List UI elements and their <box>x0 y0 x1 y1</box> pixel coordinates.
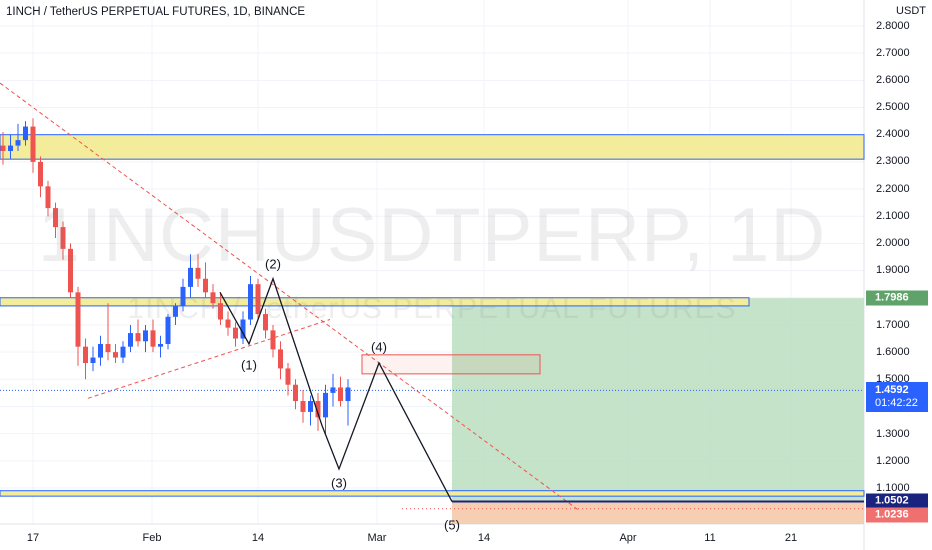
candle-body <box>8 145 13 152</box>
candle-body <box>278 349 283 369</box>
time-tick: 14 <box>477 532 491 544</box>
candle-body <box>128 333 133 347</box>
loss-zone <box>452 501 864 524</box>
profit-zone <box>452 298 864 502</box>
support-resistance-zone <box>0 297 750 307</box>
time-tick: Apr <box>619 532 637 544</box>
candle-body <box>83 346 88 363</box>
candle-body <box>98 343 103 358</box>
price-tick: 2.0000 <box>876 237 910 249</box>
support-resistance-zone <box>0 134 865 160</box>
price-tick: 2.3000 <box>876 155 910 167</box>
price-tick: 1.1000 <box>876 482 910 494</box>
wave-label-4: (4) <box>371 339 387 355</box>
candle-body <box>248 284 253 320</box>
price-tick: 2.1000 <box>876 210 910 222</box>
current-price-value: 1.4592 <box>875 384 909 396</box>
currency-label: USDT <box>896 5 926 17</box>
price-tick: 2.6000 <box>876 74 910 86</box>
price-tick: 1.7000 <box>876 319 910 331</box>
watermark-symbol: 1INCHUSDTPERP, 1D <box>37 193 827 278</box>
candle-body <box>293 384 298 402</box>
price-tick: 2.5000 <box>876 101 910 113</box>
price-tick: 1.6000 <box>876 346 910 358</box>
candle-body <box>225 319 231 328</box>
candle-body <box>173 305 178 317</box>
candle-body <box>120 346 126 358</box>
candle-body <box>180 286 186 306</box>
price-tick: 1.3000 <box>876 428 910 440</box>
candle-body <box>218 303 223 320</box>
price-tick: 2.7000 <box>876 47 910 59</box>
wave-label-1: (1) <box>241 357 257 373</box>
price-tick: 2.2000 <box>876 183 910 195</box>
candle-body <box>30 126 36 162</box>
candle-body <box>300 401 306 412</box>
stop-price-tag: 1.0502 <box>866 493 928 509</box>
candle-body <box>263 314 268 331</box>
elliott-wave-path <box>219 276 453 502</box>
candle-body <box>330 387 336 393</box>
candle-body <box>233 327 238 339</box>
candle-body <box>150 330 156 347</box>
entry-price-tag: 1.0236 <box>866 507 928 523</box>
price-tick: 2.4000 <box>876 128 910 140</box>
candle-body <box>0 145 6 152</box>
symbol-title[interactable]: 1INCH / TetherUS PERPETUAL FUTURES, 1D, … <box>6 6 306 18</box>
wave-label-2: (2) <box>265 256 281 272</box>
candle-body <box>345 387 351 402</box>
time-tick: 11 <box>704 532 716 544</box>
time-tick: 21 <box>784 532 798 544</box>
candle-body <box>68 248 73 293</box>
candle-body <box>53 208 58 228</box>
candle-body <box>45 186 51 209</box>
bar-countdown: 01:42:22 <box>875 397 918 409</box>
candle-body <box>255 284 261 315</box>
candle-body <box>38 161 43 187</box>
candle-body <box>240 319 246 339</box>
price-tick: 1.9000 <box>876 264 910 276</box>
candle-body <box>23 126 28 141</box>
candle-body <box>285 368 291 385</box>
time-tick: Mar <box>367 532 387 544</box>
candle-body <box>60 227 66 249</box>
candle-body <box>105 343 111 353</box>
watermark-description: 1INCH / TetherUS PERPETUAL FUTURES <box>127 292 737 325</box>
price-tick: 2.8000 <box>876 20 910 32</box>
candle-body <box>315 401 321 418</box>
candle-body <box>195 267 201 279</box>
candle-body <box>143 330 148 342</box>
candle-body <box>113 352 118 358</box>
time-tick: Feb <box>142 532 162 544</box>
candle-body <box>75 292 81 347</box>
wave-label-5: (5) <box>444 517 460 533</box>
candle-body <box>135 333 141 342</box>
time-tick: 17 <box>26 532 40 544</box>
candle-body <box>270 330 276 350</box>
candle-body <box>210 292 216 304</box>
time-tick: 14 <box>251 532 265 544</box>
candle-body <box>158 343 163 347</box>
candle-body <box>165 316 171 344</box>
candle-body <box>338 387 343 402</box>
target-price-tag: 1.7986 <box>866 290 928 306</box>
candle-body <box>188 267 193 287</box>
descending-trendline <box>0 82 579 511</box>
ascending-trendline <box>87 319 331 399</box>
price-tick: 1.2000 <box>876 455 910 467</box>
candle-body <box>90 357 96 363</box>
current-price-tag: 1.4592 01:42:22 <box>866 382 928 412</box>
support-resistance-zone <box>0 490 865 497</box>
resistance-box <box>361 354 541 375</box>
candle-body <box>15 140 21 146</box>
candle-body <box>308 401 313 412</box>
candle-body <box>323 392 328 418</box>
wave-label-3: (3) <box>331 475 347 491</box>
candle-body <box>203 278 208 293</box>
